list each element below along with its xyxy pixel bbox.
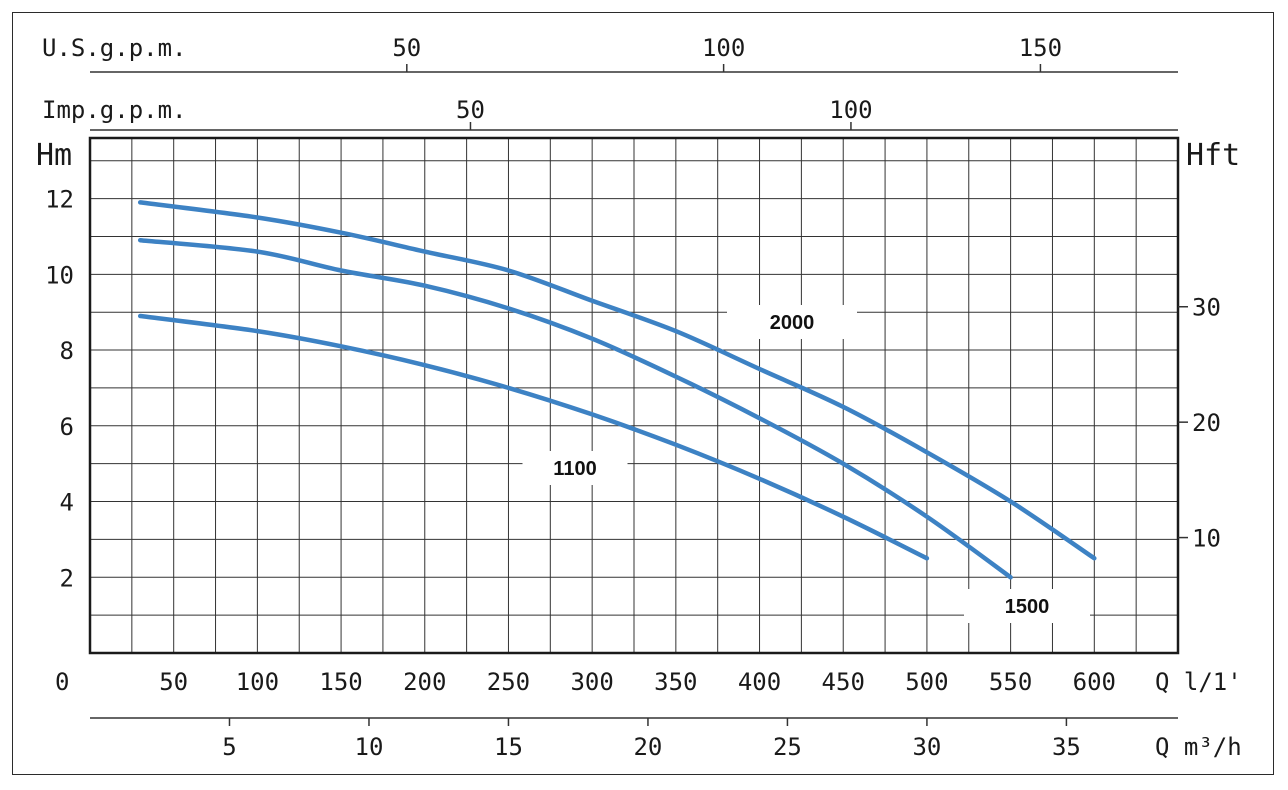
- x-tick-lpm: 550: [989, 668, 1032, 696]
- y-tick-m: 4: [60, 489, 74, 517]
- x-tick-m3h: 5: [222, 733, 236, 761]
- plot-border: [88, 136, 1180, 655]
- x-tick-lpm: 50: [159, 668, 188, 696]
- x-tick-lpm: 150: [319, 668, 362, 696]
- y-tick-ft: 30: [1192, 294, 1221, 322]
- curve-1500: [137, 237, 1013, 580]
- bottom-axis-2-title: Q m³/h: [1155, 733, 1242, 761]
- x-tick-lpm: 400: [738, 668, 781, 696]
- curve-label-bg-1500: [964, 589, 1090, 623]
- right-axis-title: Hft: [1186, 138, 1240, 173]
- y-tick-m: 6: [60, 413, 74, 441]
- curve-label-2000: 2000: [770, 312, 815, 334]
- x-tick-lpm: 300: [570, 668, 613, 696]
- left-axis-title: Hm: [36, 138, 72, 173]
- x-tick-lpm: 100: [236, 668, 279, 696]
- curve-label-1100: 1100: [553, 458, 596, 480]
- x-tick-impgpm: 100: [829, 96, 872, 124]
- y-tick-m: 12: [45, 186, 74, 214]
- curve-2000: [137, 200, 1097, 561]
- x-tick-usgpm: 100: [702, 34, 745, 62]
- top-axis-2-title: Imp.g.p.m.: [42, 96, 187, 124]
- x-tick-lpm: 250: [487, 668, 530, 696]
- x-tick-m3h: 30: [912, 733, 941, 761]
- axes: [88, 64, 1188, 726]
- x-tick-m3h: 25: [773, 733, 802, 761]
- y-tick-ft: 10: [1192, 525, 1221, 553]
- top-axis-1-title: U.S.g.p.m.: [42, 34, 187, 62]
- bottom-axis-1-title: Q l/1': [1155, 668, 1242, 696]
- curve-label-1500: 1500: [1005, 596, 1050, 618]
- origin-label: 0: [55, 668, 69, 696]
- curve-1100: [137, 313, 930, 561]
- x-tick-lpm: 600: [1073, 668, 1116, 696]
- y-tick-ft: 20: [1192, 409, 1221, 437]
- x-tick-m3h: 10: [355, 733, 384, 761]
- x-tick-m3h: 15: [494, 733, 523, 761]
- curve-label-bg-2000: [727, 305, 857, 339]
- curve-label-bg-1100: [522, 451, 628, 485]
- x-tick-m3h: 35: [1052, 733, 1081, 761]
- x-tick-lpm: 350: [654, 668, 697, 696]
- x-tick-m3h: 20: [633, 733, 662, 761]
- curves: 1100 1500 2000: [137, 200, 1097, 623]
- x-tick-lpm: 200: [403, 668, 446, 696]
- x-tick-impgpm: 50: [456, 96, 485, 124]
- x-tick-lpm: 500: [905, 668, 948, 696]
- x-tick-lpm: 450: [822, 668, 865, 696]
- x-tick-usgpm: 50: [392, 34, 421, 62]
- grid: [90, 138, 1178, 653]
- y-tick-m: 2: [60, 564, 74, 592]
- x-tick-usgpm: 150: [1019, 34, 1062, 62]
- y-tick-m: 8: [60, 337, 74, 365]
- y-tick-m: 10: [45, 261, 74, 289]
